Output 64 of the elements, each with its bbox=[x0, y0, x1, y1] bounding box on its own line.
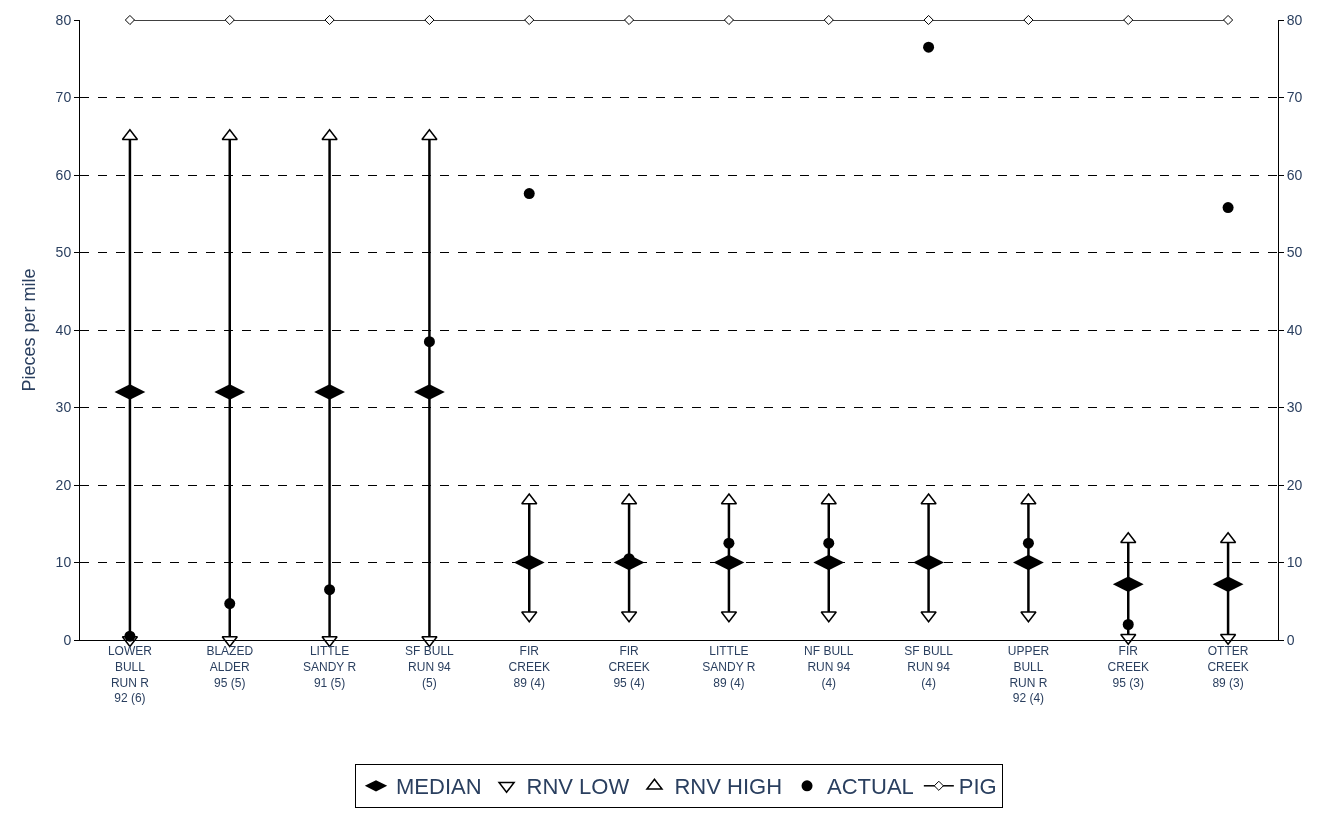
y-tick-label: 40 bbox=[55, 321, 72, 338]
legend-label: RNV HIGH bbox=[674, 774, 783, 800]
x-tick-label: UPPER BULL RUN R 92 (4) bbox=[1007, 644, 1050, 706]
y2-tick-label: 70 bbox=[1286, 89, 1303, 106]
point bbox=[524, 14, 535, 26]
point bbox=[424, 14, 435, 26]
point bbox=[923, 14, 934, 26]
point bbox=[1223, 14, 1234, 26]
y2-tick-label: 40 bbox=[1286, 321, 1303, 338]
point bbox=[1023, 14, 1034, 26]
point bbox=[324, 14, 335, 26]
x-tick-label: OTTER CREEK 89 (3) bbox=[1207, 644, 1249, 690]
y-tick-label: 70 bbox=[55, 89, 72, 106]
y-tick-label: 50 bbox=[55, 244, 72, 261]
x-tick-label: SF BULL RUN 94 (4) bbox=[904, 644, 954, 690]
x-tick-label: NF BULL RUN 94 (4) bbox=[804, 644, 854, 690]
y-tick-label: 0 bbox=[63, 631, 72, 648]
x-tick-label: FIR CREEK 95 (4) bbox=[608, 644, 650, 690]
point bbox=[1022, 537, 1034, 549]
point bbox=[823, 537, 835, 549]
y-tick-label: 30 bbox=[55, 399, 72, 416]
point bbox=[224, 598, 236, 610]
y2-tick-label: 20 bbox=[1286, 476, 1303, 493]
point bbox=[920, 611, 937, 623]
y2-tick-label: 50 bbox=[1286, 244, 1303, 261]
y2-tick-label: 30 bbox=[1286, 399, 1303, 416]
point bbox=[923, 41, 935, 53]
point bbox=[324, 584, 336, 596]
x-tick-label: LOWER BULL RUN R 92 (6) bbox=[107, 644, 153, 706]
y2-tick-label: 60 bbox=[1286, 166, 1303, 183]
y-axis-title: Pieces per mile bbox=[18, 268, 39, 392]
y-tick-label: 10 bbox=[55, 554, 72, 571]
point bbox=[1222, 202, 1234, 214]
x-tick-label: FIR CREEK 95 (3) bbox=[1107, 644, 1149, 690]
point bbox=[224, 14, 235, 26]
point bbox=[723, 537, 735, 549]
x-tick-label: LITTLE SANDY R 91 (5) bbox=[303, 644, 357, 690]
y-tick-label: 60 bbox=[55, 166, 72, 183]
point bbox=[321, 129, 338, 141]
x-tick-label: LITTLE SANDY R 89 (4) bbox=[702, 644, 756, 690]
x-tick-label: BLAZED ALDER 95 (5) bbox=[206, 644, 254, 690]
point bbox=[1020, 611, 1037, 623]
y2-tick-label: 80 bbox=[1286, 11, 1303, 28]
point bbox=[124, 14, 135, 26]
legend-label: PIG bbox=[958, 774, 997, 800]
point bbox=[421, 129, 438, 141]
legend-label: RNV LOW bbox=[526, 774, 630, 800]
point bbox=[920, 493, 937, 505]
y2-tick-label: 0 bbox=[1286, 631, 1295, 648]
point bbox=[823, 14, 834, 26]
point bbox=[523, 188, 535, 200]
point bbox=[1123, 14, 1134, 26]
legend-label: MEDIAN bbox=[396, 774, 482, 800]
point bbox=[423, 336, 435, 348]
point bbox=[1122, 619, 1134, 630]
y2-tick-label: 10 bbox=[1286, 554, 1303, 571]
point bbox=[723, 14, 734, 26]
y-tick-label: 20 bbox=[55, 476, 72, 493]
y-tick-label: 80 bbox=[55, 11, 72, 28]
point bbox=[1020, 493, 1037, 505]
x-tick-label: SF BULL RUN 94 (5) bbox=[405, 644, 455, 690]
x-tick-label: FIR CREEK 89 (4) bbox=[508, 644, 550, 690]
point bbox=[624, 14, 635, 26]
legend-label: ACTUAL bbox=[827, 774, 914, 800]
